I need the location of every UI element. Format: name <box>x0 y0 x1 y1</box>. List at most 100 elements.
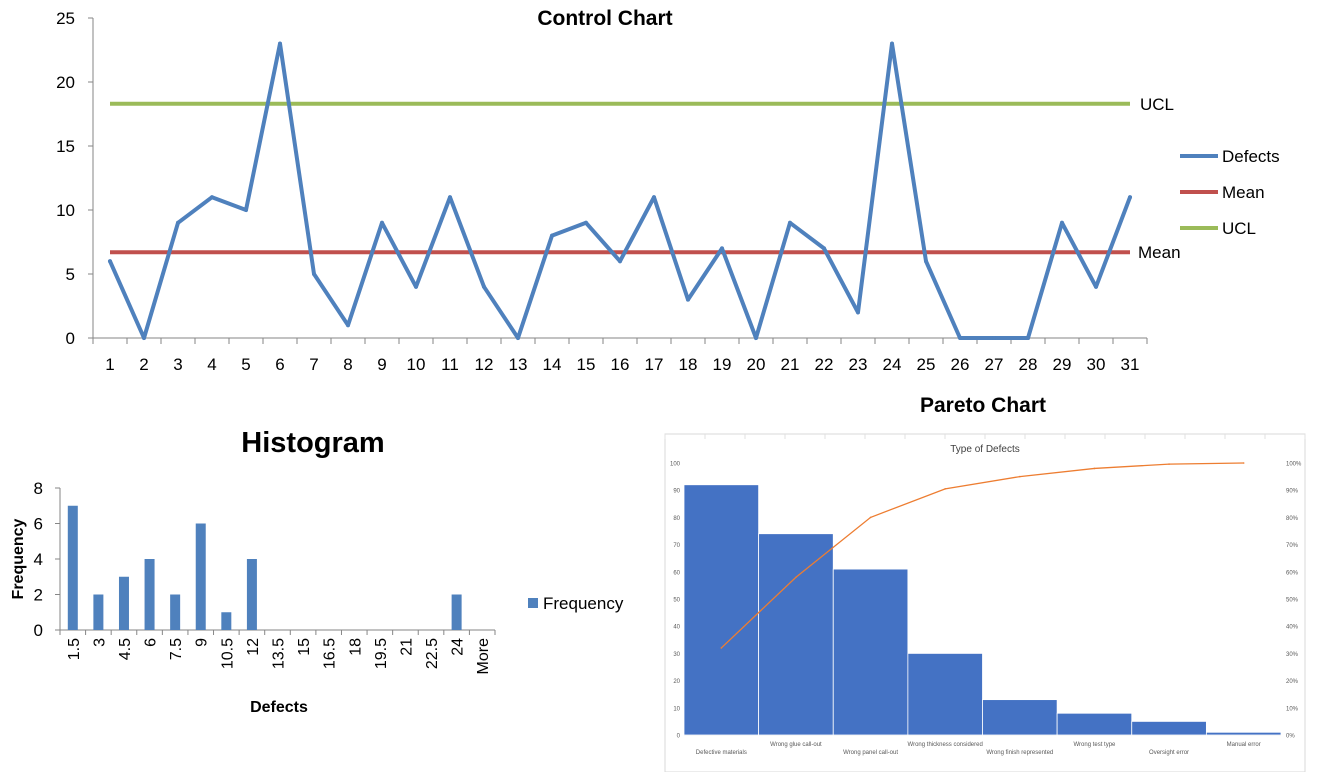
control-x-tick-label: 16 <box>611 355 630 374</box>
control-x-tick-label: 21 <box>781 355 800 374</box>
control-x-tick-label: 11 <box>441 355 459 374</box>
pareto-bar <box>1205 731 1282 736</box>
control-x-tick-label: 6 <box>275 355 284 374</box>
defects-point <box>414 284 418 289</box>
defects-point <box>890 41 894 46</box>
pareto-subtitle: Type of Defects <box>950 444 1019 455</box>
pareto-y-tick-label: 50 <box>673 598 680 604</box>
legend-label-defects: Defects <box>1222 147 1280 166</box>
defects-point <box>278 41 282 46</box>
control-x-tick-label: 3 <box>173 355 182 374</box>
histogram-y-tick-label: 4 <box>34 550 43 569</box>
pareto-y2-tick-label: 80% <box>1286 516 1299 522</box>
pareto-y2-tick-label: 90% <box>1286 489 1299 495</box>
histogram-bar <box>170 594 181 630</box>
pareto-bar <box>907 652 983 736</box>
histogram-bar <box>451 594 462 630</box>
control-x-tick-label: 8 <box>343 355 352 374</box>
histogram-y-tick-label: 6 <box>34 515 43 534</box>
pareto-y2-tick-label: 20% <box>1286 679 1299 685</box>
pareto-y-tick-label: 40 <box>673 625 680 631</box>
defects-point <box>856 310 860 315</box>
pareto-bar <box>982 699 1058 736</box>
control-x-tick-label: 7 <box>309 355 318 374</box>
defects-point <box>244 208 248 212</box>
control-x-tick-label: 29 <box>1053 355 1072 374</box>
histogram-x-tick-label: 18 <box>347 638 364 656</box>
histogram-x-tick-label: 21 <box>398 638 415 656</box>
control-x-tick-label: 26 <box>951 355 970 374</box>
control-x-tick-label: 23 <box>849 355 868 374</box>
defects-point <box>618 259 622 264</box>
control-x-tick-label: 13 <box>509 355 528 374</box>
defects-point <box>958 336 962 340</box>
histogram-x-tick-label: 19.5 <box>373 638 390 669</box>
control-x-tick-label: 25 <box>917 355 936 374</box>
histogram-y-tick-label: 0 <box>34 621 43 640</box>
histogram-bar <box>195 523 206 630</box>
pareto-x-tick-label: Wrong thickness considered <box>908 742 983 748</box>
control-x-tick-label: 27 <box>985 355 1004 374</box>
control-x-tick-label: 18 <box>679 355 698 374</box>
control-x-tick-label: 2 <box>139 355 148 374</box>
pareto-y-tick-label: 70 <box>673 543 680 549</box>
histogram-x-tick-label: 10.5 <box>219 638 236 669</box>
control-x-tick-label: 5 <box>241 355 250 374</box>
pareto-cumulative-point <box>795 576 797 579</box>
defects-point <box>1026 336 1030 340</box>
histogram-x-tick-label: 16.5 <box>322 638 339 669</box>
pareto-bar <box>683 484 760 736</box>
defects-point <box>516 336 520 340</box>
defects-series-line <box>108 41 1132 340</box>
histogram-y-tick-label: 2 <box>34 586 43 605</box>
histogram-x-tick-label: More <box>475 638 492 675</box>
defects-point <box>686 297 690 302</box>
pareto-x-tick-label: Defective materials <box>696 750 747 756</box>
pareto-y2-tick-label: 0% <box>1286 734 1295 740</box>
control-x-tick-label: 19 <box>713 355 732 374</box>
histogram-bar <box>118 576 129 630</box>
histogram-x-tick-label: 3 <box>91 638 108 647</box>
control-x-tick-label: 17 <box>645 355 664 374</box>
pareto-bar <box>832 568 909 736</box>
histogram-x-tick-label: 9 <box>194 638 211 647</box>
pareto-cumulative-point <box>720 647 723 649</box>
pareto-y-tick-label: 60 <box>673 570 680 576</box>
defects-point <box>312 272 316 276</box>
pareto-y2-tick-label: 100% <box>1286 462 1302 468</box>
histogram-bar <box>246 559 257 630</box>
histogram-y-tick-label: 8 <box>34 479 43 498</box>
pareto-cumulative-point <box>944 488 946 490</box>
pareto-title: Pareto Chart <box>920 394 1046 417</box>
control-x-tick-label: 1 <box>105 355 114 374</box>
control-x-tick-label: 14 <box>543 355 562 374</box>
pareto-bar <box>1056 712 1133 736</box>
pareto-svg: Pareto Chart Type of Defects 0 0% 10 10% 20 20%… <box>664 394 1306 772</box>
control-x-tick-label: 9 <box>377 355 386 374</box>
histogram-bar <box>93 594 104 630</box>
pareto-y2-tick-label: 50% <box>1286 598 1299 604</box>
pareto-y-tick-label: 100 <box>670 462 681 468</box>
control-chart-title: Control Chart <box>537 7 672 30</box>
mean-line-label: Mean <box>1138 243 1181 262</box>
pareto-cumulative-line <box>720 462 1244 649</box>
histogram-y-axis-title: Frequency <box>10 518 27 599</box>
histogram-bar <box>221 612 232 630</box>
histogram-x-tick-label: 15 <box>296 638 313 656</box>
control-x-tick-label: 28 <box>1019 355 1038 374</box>
defects-point <box>448 195 452 200</box>
control-x-tick-label: 15 <box>577 355 596 374</box>
histogram-title: Histogram <box>241 427 384 459</box>
defects-point <box>482 284 486 289</box>
histogram-x-tick-label: 7.5 <box>168 638 185 660</box>
control-x-tick-label: 10 <box>407 355 426 374</box>
histogram-x-tick-label: 6 <box>143 638 160 647</box>
defects-point <box>108 259 112 264</box>
histogram-legend-swatch <box>528 598 538 608</box>
defects-point <box>550 233 554 238</box>
control-x-tick-label: 30 <box>1087 355 1106 374</box>
pareto-x-tick-label: Wrong finish represented <box>986 750 1053 756</box>
pareto-cumulative-point <box>1093 467 1096 470</box>
legend-label-mean: Mean <box>1222 183 1265 202</box>
